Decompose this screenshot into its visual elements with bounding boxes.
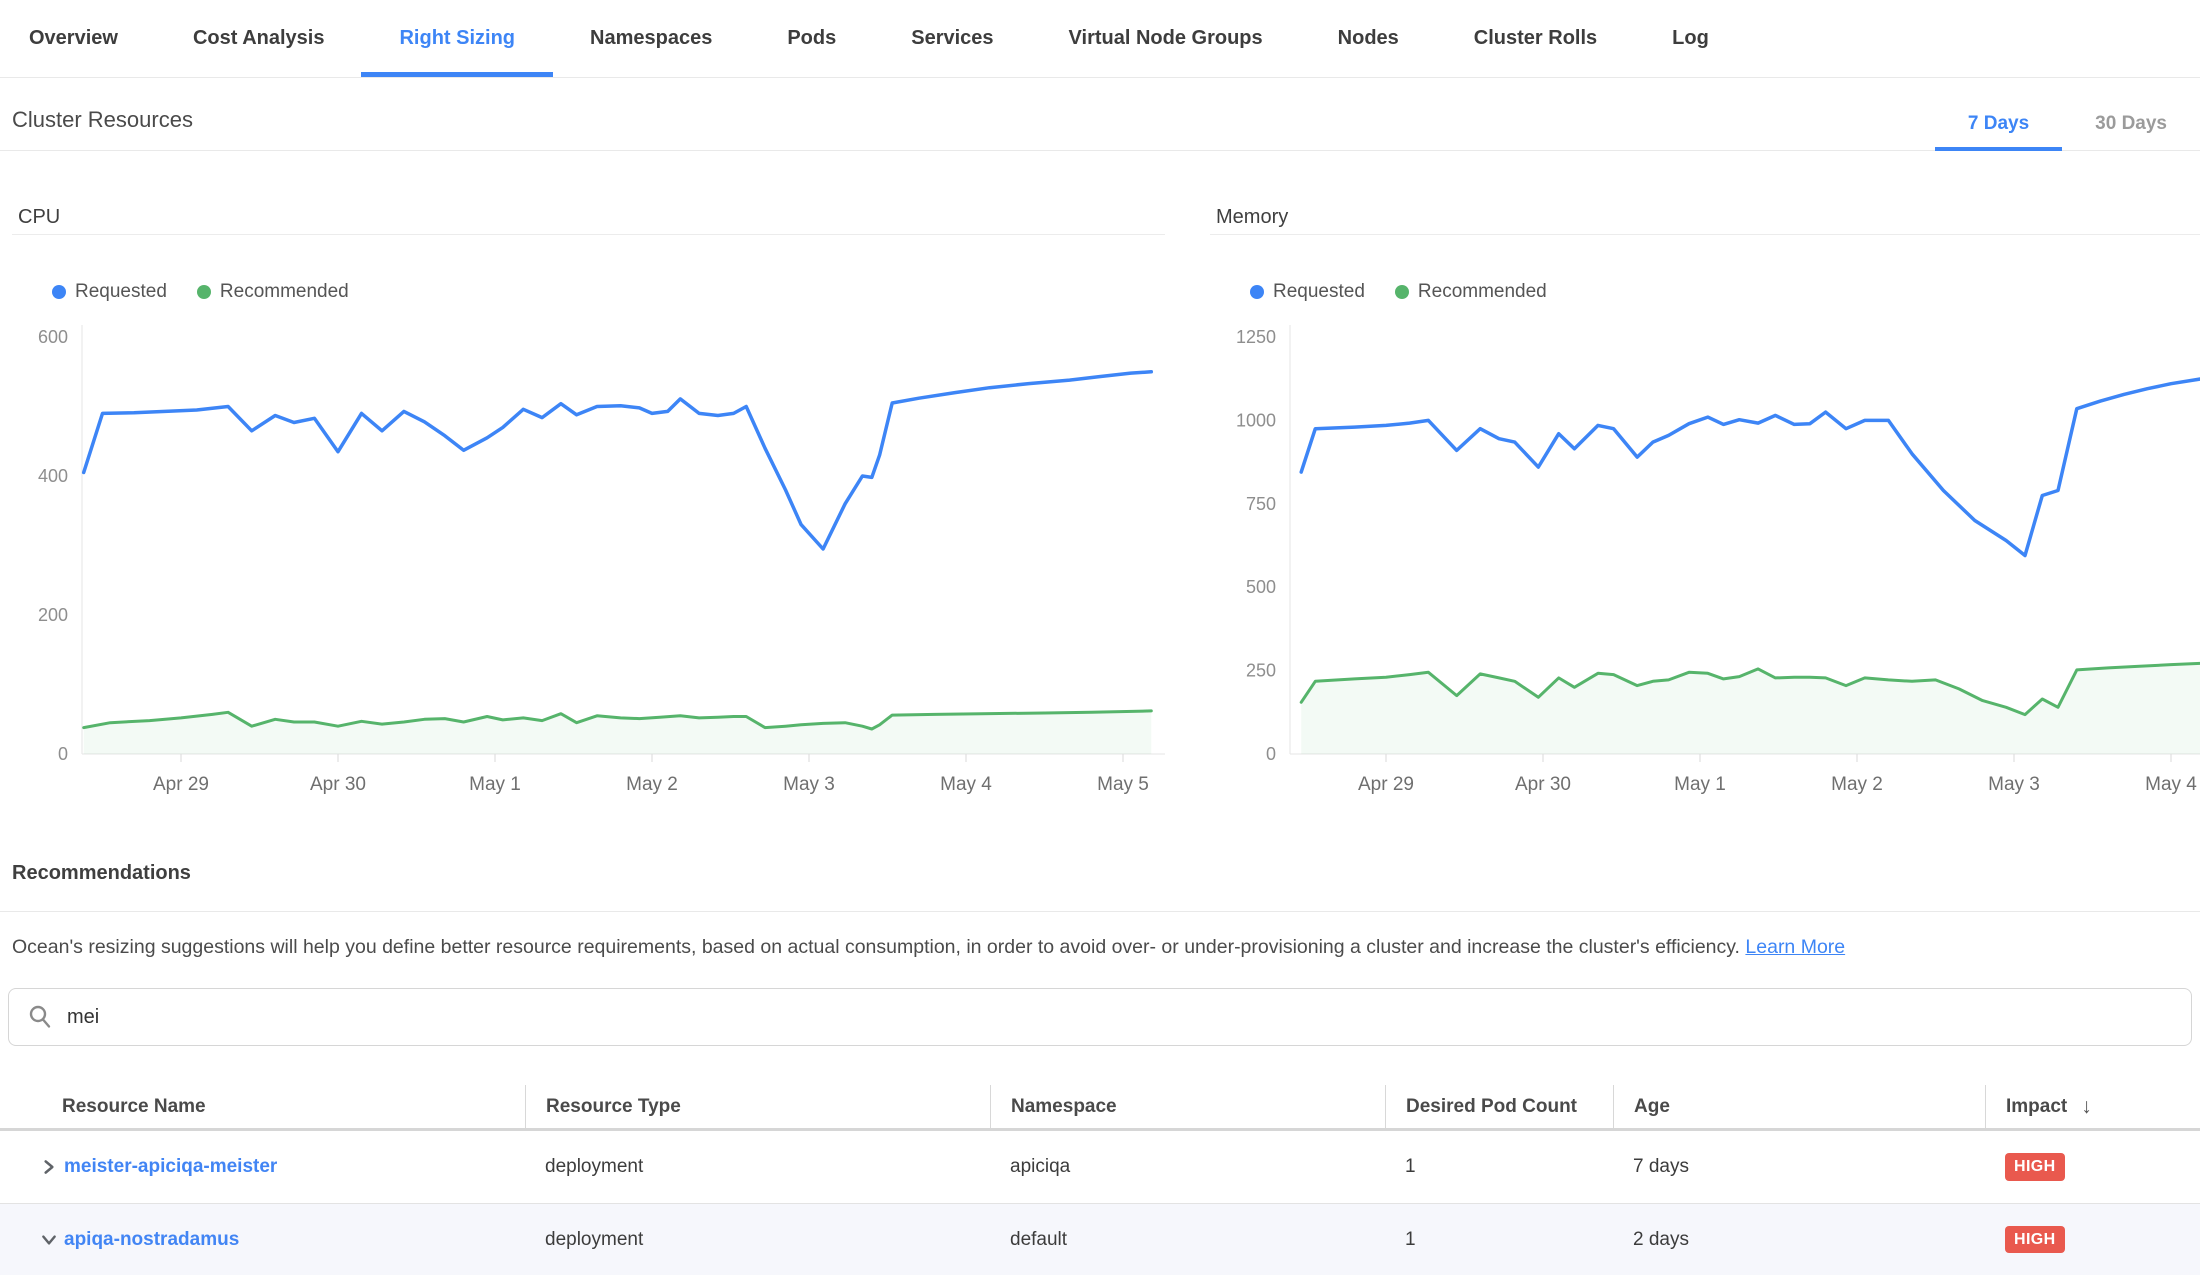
chevron-down-icon[interactable] <box>40 1231 58 1249</box>
tab-overview[interactable]: Overview <box>29 0 118 77</box>
requested-dot-icon <box>52 285 66 299</box>
recommendations-description: Ocean's resizing suggestions will help y… <box>12 936 2190 959</box>
impact-badge: HIGH <box>2005 1153 2065 1180</box>
column-desired-pod-count[interactable]: Desired Pod Count <box>1385 1085 1613 1128</box>
svg-text:May 2: May 2 <box>626 774 678 795</box>
column-impact[interactable]: Impact ↓ <box>1985 1085 2200 1128</box>
recommendations-title: Recommendations <box>12 862 191 885</box>
column-resource-type[interactable]: Resource Type <box>525 1085 990 1128</box>
column-age[interactable]: Age <box>1613 1085 1985 1128</box>
tab-services[interactable]: Services <box>911 0 993 77</box>
svg-text:May 1: May 1 <box>1674 774 1726 795</box>
resource-name-link[interactable]: meister-apiciqa-meister <box>64 1156 277 1178</box>
svg-text:May 1: May 1 <box>469 774 521 795</box>
divider <box>0 911 2200 912</box>
svg-text:0: 0 <box>1266 744 1276 764</box>
svg-text:May 3: May 3 <box>1988 774 2040 795</box>
search-input[interactable] <box>67 1006 2173 1029</box>
tab-pods[interactable]: Pods <box>787 0 836 77</box>
svg-text:May 3: May 3 <box>783 774 835 795</box>
memory-chart-legend: Requested Recommended <box>1250 282 2200 302</box>
svg-text:Apr 30: Apr 30 <box>1515 774 1571 795</box>
table-header-row: Resource Name Resource Type Namespace De… <box>0 1085 2200 1131</box>
svg-text:May 2: May 2 <box>1831 774 1883 795</box>
desired-pod-count-cell: 1 <box>1385 1131 1613 1203</box>
cpu-line-chart: 0 200 400 600 Apr 29 Apr 30 May 1 May 2 May 3 May… <box>12 320 1165 800</box>
table-row[interactable]: meister-apiciqa-meister deployment apici… <box>0 1131 2200 1203</box>
column-resource-name[interactable]: Resource Name <box>0 1085 525 1128</box>
svg-text:May 5: May 5 <box>1097 774 1149 795</box>
tab-right-sizing[interactable]: Right Sizing <box>399 0 515 77</box>
age-cell: 7 days <box>1613 1131 1985 1203</box>
period-toggle: 7 Days 30 Days <box>1935 113 2200 150</box>
page-title: Cluster Resources <box>12 107 193 150</box>
svg-text:200: 200 <box>38 605 68 625</box>
cpu-chart-panel: CPU Requested Recommended 0 200 400 600 Apr … <box>12 190 1165 810</box>
column-namespace[interactable]: Namespace <box>990 1085 1385 1128</box>
svg-text:250: 250 <box>1246 661 1276 681</box>
tab-namespaces[interactable]: Namespaces <box>590 0 712 77</box>
legend-recommended: Recommended <box>1395 281 1547 303</box>
sort-descending-arrow-icon[interactable]: ↓ <box>2081 1095 2092 1119</box>
legend-requested: Requested <box>52 281 167 303</box>
memory-line-chart: 0 250 500 750 1000 1250 Apr 29 Apr 30 May 1 May 2… <box>1210 320 2200 800</box>
resource-type-cell: deployment <box>525 1204 990 1275</box>
learn-more-link[interactable]: Learn More <box>1745 936 1845 958</box>
period-7-days[interactable]: 7 Days <box>1935 113 2062 150</box>
svg-text:Apr 29: Apr 29 <box>1358 774 1414 795</box>
svg-text:1250: 1250 <box>1236 327 1276 347</box>
recommended-dot-icon <box>1395 285 1409 299</box>
tab-cost-analysis[interactable]: Cost Analysis <box>193 0 325 77</box>
cluster-resources-header: Cluster Resources 7 Days 30 Days <box>0 78 2200 151</box>
namespace-cell: apiciqa <box>990 1131 1385 1203</box>
search-icon <box>27 1004 53 1030</box>
svg-text:500: 500 <box>1246 577 1276 597</box>
recommended-dot-icon <box>197 285 211 299</box>
cpu-chart-legend: Requested Recommended <box>52 282 1165 302</box>
svg-text:1000: 1000 <box>1236 410 1276 430</box>
age-cell: 2 days <box>1613 1204 1985 1275</box>
resource-search[interactable] <box>8 988 2192 1046</box>
top-tab-bar: Overview Cost Analysis Right Sizing Name… <box>0 0 2200 78</box>
svg-text:750: 750 <box>1246 494 1276 514</box>
resource-name-link[interactable]: apiqa-nostradamus <box>64 1229 239 1251</box>
svg-text:600: 600 <box>38 327 68 347</box>
tab-log[interactable]: Log <box>1672 0 1709 77</box>
memory-chart-panel: Memory Requested Recommended 0 250 500 750 1… <box>1210 190 2200 810</box>
memory-chart-title: Memory <box>1216 206 2200 229</box>
table-row[interactable]: apiqa-nostradamus deployment default 1 2… <box>0 1203 2200 1275</box>
svg-text:Apr 30: Apr 30 <box>310 774 366 795</box>
namespace-cell: default <box>990 1204 1385 1275</box>
svg-text:0: 0 <box>58 744 68 764</box>
svg-text:Apr 29: Apr 29 <box>153 774 209 795</box>
tab-virtual-node-groups[interactable]: Virtual Node Groups <box>1069 0 1263 77</box>
recommendations-table: Resource Name Resource Type Namespace De… <box>0 1085 2200 1275</box>
impact-badge: HIGH <box>2005 1226 2065 1253</box>
svg-text:May 4: May 4 <box>2145 774 2197 795</box>
resource-type-cell: deployment <box>525 1131 990 1203</box>
legend-recommended: Recommended <box>197 281 349 303</box>
requested-dot-icon <box>1250 285 1264 299</box>
period-30-days[interactable]: 30 Days <box>2062 113 2200 150</box>
svg-text:May 4: May 4 <box>940 774 992 795</box>
tab-cluster-rolls[interactable]: Cluster Rolls <box>1474 0 1597 77</box>
svg-text:400: 400 <box>38 466 68 486</box>
cpu-chart-title: CPU <box>18 206 1165 229</box>
chevron-right-icon[interactable] <box>40 1158 58 1176</box>
tab-nodes[interactable]: Nodes <box>1338 0 1399 77</box>
desired-pod-count-cell: 1 <box>1385 1204 1613 1275</box>
legend-requested: Requested <box>1250 281 1365 303</box>
